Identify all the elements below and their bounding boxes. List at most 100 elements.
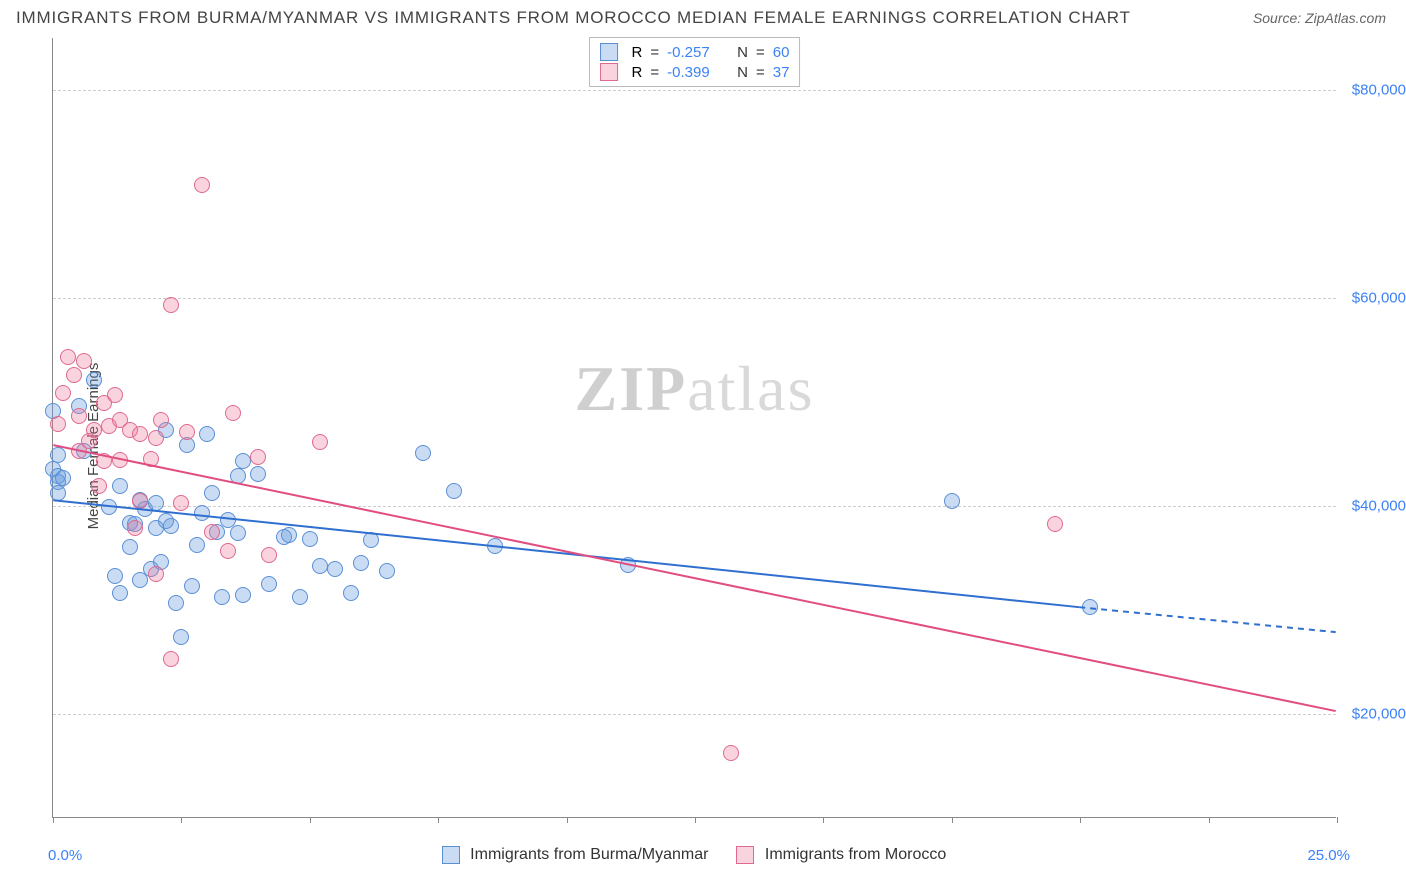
data-point-morocco	[225, 405, 241, 421]
data-point-burma	[235, 453, 251, 469]
x-tick	[695, 817, 696, 823]
scatter-chart: ZIPatlas R = -0.257 N = 60 R = -0.399 N …	[52, 38, 1336, 818]
y-tick-label: $40,000	[1342, 498, 1406, 515]
data-point-morocco	[50, 416, 66, 432]
data-point-burma	[446, 483, 462, 499]
data-point-morocco	[148, 566, 164, 582]
n-label: N	[737, 44, 748, 61]
legend-item-burma: Immigrants from Burma/Myanmar	[442, 846, 709, 864]
data-point-morocco	[723, 745, 739, 761]
data-point-burma	[261, 576, 277, 592]
legend-label-burma: Immigrants from Burma/Myanmar	[470, 846, 708, 863]
data-point-burma	[250, 466, 266, 482]
data-point-morocco	[143, 451, 159, 467]
x-tick	[1080, 817, 1081, 823]
swatch-morocco	[736, 846, 754, 864]
r-value-burma: -0.257	[667, 44, 719, 61]
y-tick-label: $20,000	[1342, 706, 1406, 723]
data-point-morocco	[179, 424, 195, 440]
data-point-burma	[184, 578, 200, 594]
trendline	[53, 445, 1335, 711]
data-point-burma	[230, 468, 246, 484]
data-point-burma	[235, 587, 251, 603]
gridline	[53, 90, 1336, 91]
x-tick	[181, 817, 182, 823]
data-point-burma	[107, 568, 123, 584]
data-point-burma	[173, 629, 189, 645]
x-tick	[823, 817, 824, 823]
data-point-burma	[112, 585, 128, 601]
gridline	[53, 714, 1336, 715]
n-value-burma: 60	[773, 44, 790, 61]
data-point-burma	[312, 558, 328, 574]
data-point-morocco	[312, 434, 328, 450]
data-point-morocco	[96, 453, 112, 469]
plot-area: ZIPatlas R = -0.257 N = 60 R = -0.399 N …	[52, 38, 1336, 818]
data-point-burma	[415, 445, 431, 461]
data-point-morocco	[127, 520, 143, 536]
data-point-morocco	[55, 385, 71, 401]
data-point-burma	[50, 447, 66, 463]
x-tick	[438, 817, 439, 823]
eq-sign: =	[650, 64, 659, 81]
eq-sign: =	[756, 44, 765, 61]
data-point-burma	[1082, 599, 1098, 615]
data-point-morocco	[204, 524, 220, 540]
data-point-morocco	[250, 449, 266, 465]
data-point-burma	[281, 527, 297, 543]
data-point-burma	[199, 426, 215, 442]
data-point-burma	[55, 470, 71, 486]
data-point-burma	[189, 537, 205, 553]
data-point-burma	[148, 495, 164, 511]
n-value-morocco: 37	[773, 64, 790, 81]
data-point-burma	[944, 493, 960, 509]
swatch-morocco	[600, 63, 618, 81]
data-point-morocco	[132, 493, 148, 509]
data-point-burma	[50, 485, 66, 501]
data-point-morocco	[194, 177, 210, 193]
legend-label-morocco: Immigrants from Morocco	[765, 846, 946, 863]
data-point-burma	[194, 505, 210, 521]
r-value-morocco: -0.399	[667, 64, 719, 81]
legend-row-morocco: R = -0.399 N = 37	[600, 62, 790, 82]
watermark-light: atlas	[687, 353, 814, 424]
data-point-burma	[292, 589, 308, 605]
trendlines-svg	[53, 38, 1336, 817]
data-point-burma	[327, 561, 343, 577]
data-point-morocco	[132, 426, 148, 442]
r-label: R	[632, 64, 643, 81]
data-point-morocco	[163, 651, 179, 667]
x-tick	[310, 817, 311, 823]
data-point-morocco	[220, 543, 236, 559]
correlation-legend: R = -0.257 N = 60 R = -0.399 N = 37	[589, 37, 801, 87]
data-point-morocco	[1047, 516, 1063, 532]
source-text: Source: ZipAtlas.com	[1253, 10, 1386, 26]
data-point-morocco	[71, 408, 87, 424]
swatch-burma	[600, 43, 618, 61]
data-point-morocco	[66, 367, 82, 383]
data-point-burma	[112, 478, 128, 494]
n-label: N	[737, 64, 748, 81]
data-point-burma	[214, 589, 230, 605]
series-legend: Immigrants from Burma/Myanmar Immigrants…	[52, 846, 1336, 864]
data-point-burma	[353, 555, 369, 571]
data-point-burma	[168, 595, 184, 611]
data-point-morocco	[163, 297, 179, 313]
data-point-burma	[343, 585, 359, 601]
gridline	[53, 298, 1336, 299]
data-point-burma	[379, 563, 395, 579]
data-point-burma	[487, 538, 503, 554]
chart-title: IMMIGRANTS FROM BURMA/MYANMAR VS IMMIGRA…	[16, 8, 1131, 28]
data-point-burma	[122, 539, 138, 555]
x-tick	[1209, 817, 1210, 823]
legend-row-burma: R = -0.257 N = 60	[600, 42, 790, 62]
x-tick	[1337, 817, 1338, 823]
data-point-morocco	[153, 412, 169, 428]
data-point-burma	[230, 525, 246, 541]
data-point-burma	[620, 557, 636, 573]
data-point-morocco	[76, 353, 92, 369]
watermark-bold: ZIP	[575, 353, 688, 424]
x-tick	[567, 817, 568, 823]
y-tick-label: $80,000	[1342, 82, 1406, 99]
data-point-morocco	[91, 478, 107, 494]
